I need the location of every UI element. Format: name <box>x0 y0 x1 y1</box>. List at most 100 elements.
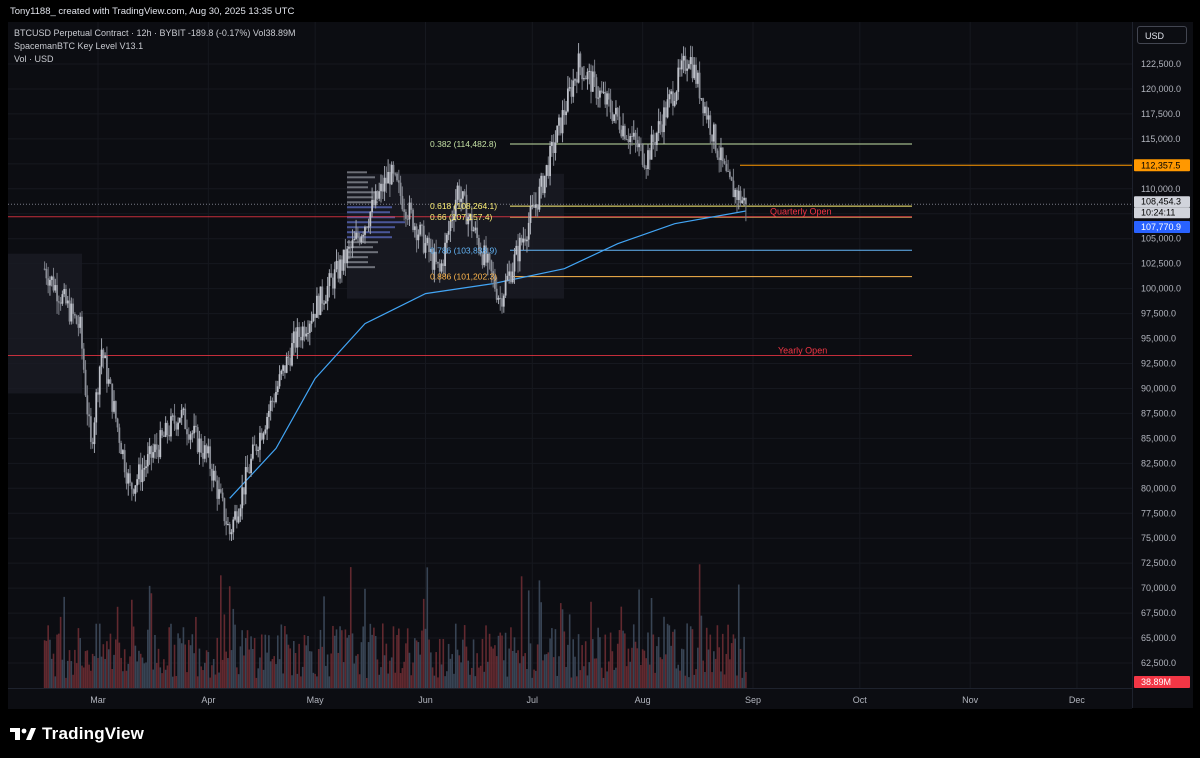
candle-body <box>583 78 585 80</box>
candle-body <box>419 224 422 235</box>
candle-body <box>442 263 445 267</box>
candle-body <box>401 195 404 210</box>
volume-bar <box>182 627 185 688</box>
volume-bar <box>540 602 542 688</box>
price-tick-label: 67,500.0 <box>1141 608 1176 618</box>
candle-body <box>732 180 735 198</box>
volume-bar <box>123 649 126 688</box>
candle-body <box>707 115 710 120</box>
volume-bar <box>266 652 268 688</box>
volume-bar <box>453 673 455 688</box>
candle-body <box>680 60 683 70</box>
symbol-legend[interactable]: BTCUSD Perpetual Contract · 12h · BYBIT … <box>14 28 296 38</box>
volume-bar <box>481 638 484 688</box>
chart-pane[interactable] <box>8 22 1132 708</box>
volume-bar <box>704 671 706 688</box>
candle-body <box>130 482 133 490</box>
candle-body <box>316 295 318 318</box>
candle-body <box>198 438 201 453</box>
price-tick-label: 95,000.0 <box>1141 334 1176 344</box>
currency-button[interactable]: USD <box>1137 26 1187 44</box>
volume-bar <box>341 630 343 688</box>
key-level-lines <box>8 143 1132 357</box>
candle-body <box>650 134 653 160</box>
volume-bar <box>408 652 411 688</box>
candle-body <box>613 114 616 121</box>
price-axis[interactable] <box>1132 22 1193 708</box>
candle-body <box>269 400 272 411</box>
price-tick-label: 97,500.0 <box>1141 309 1176 319</box>
candle-body <box>597 97 600 99</box>
volume-bar <box>291 675 293 688</box>
candle-body <box>232 519 235 533</box>
profile-bar <box>347 171 367 174</box>
candle-body <box>438 263 441 272</box>
volume-bar <box>421 630 423 688</box>
profile-bar <box>347 191 378 194</box>
candle-body <box>643 164 646 168</box>
price-tick-label: 85,000.0 <box>1141 433 1176 443</box>
candle-body <box>43 268 46 270</box>
time-axis[interactable] <box>8 688 1132 709</box>
volume-bar <box>511 650 514 688</box>
volume-bar <box>305 645 308 688</box>
volume-bar <box>360 642 363 688</box>
volume-bar <box>597 627 599 688</box>
candle-body <box>385 177 388 184</box>
candle-body <box>625 139 628 141</box>
volume-bar <box>394 672 397 688</box>
volume-bar <box>171 676 174 688</box>
candle-body <box>691 57 694 79</box>
volume-bar <box>129 656 131 688</box>
price-candles <box>43 43 747 541</box>
volume-bar <box>385 643 388 688</box>
candle-body <box>709 115 712 135</box>
candle-body <box>531 204 534 207</box>
indicator-legend[interactable]: SpacemanBTC Key Level V13.1 <box>14 41 144 51</box>
candle-body <box>461 191 464 199</box>
candle-body <box>371 199 374 212</box>
volume-bar <box>374 636 377 688</box>
volume-bar <box>91 653 94 688</box>
volume-legend[interactable]: Vol · USD <box>14 54 54 64</box>
volume-bar <box>575 676 578 688</box>
candle-body <box>187 434 190 440</box>
candle-body <box>45 268 48 279</box>
candle-body <box>664 107 667 118</box>
candle-body <box>120 442 123 455</box>
volume-bar <box>390 657 393 688</box>
brand-name: TradingView <box>42 724 145 743</box>
candle-body <box>558 117 560 126</box>
candle-body <box>549 145 551 177</box>
candle-body <box>561 110 564 134</box>
volume-bar <box>147 629 149 688</box>
volume-bar <box>246 630 249 688</box>
volume-bar <box>59 616 62 688</box>
volume-bar <box>584 641 587 688</box>
volume-bar <box>479 665 482 688</box>
candle-body <box>579 53 582 68</box>
volume-bar <box>503 660 505 688</box>
candle-body <box>574 79 576 81</box>
candle-body <box>606 93 608 105</box>
volume-bar <box>207 652 210 688</box>
volume-bar <box>449 658 452 688</box>
volume-bar <box>483 671 486 688</box>
volume-bar <box>723 674 726 688</box>
volume-bar <box>670 645 672 688</box>
volume-bar <box>221 659 224 688</box>
candle-body <box>469 214 471 218</box>
candle-body <box>607 93 610 100</box>
volume-bar <box>458 655 461 688</box>
volume-bar <box>697 647 699 688</box>
candle-body <box>186 429 188 435</box>
candle-body <box>132 489 135 494</box>
candle-body <box>324 301 327 304</box>
moving-average-line <box>229 210 747 499</box>
volume-bar <box>358 674 361 688</box>
volume-bar <box>314 673 316 688</box>
candle-body <box>445 234 448 243</box>
volume-bar <box>323 596 325 688</box>
candle-body <box>262 433 265 440</box>
candle-body <box>622 125 624 137</box>
